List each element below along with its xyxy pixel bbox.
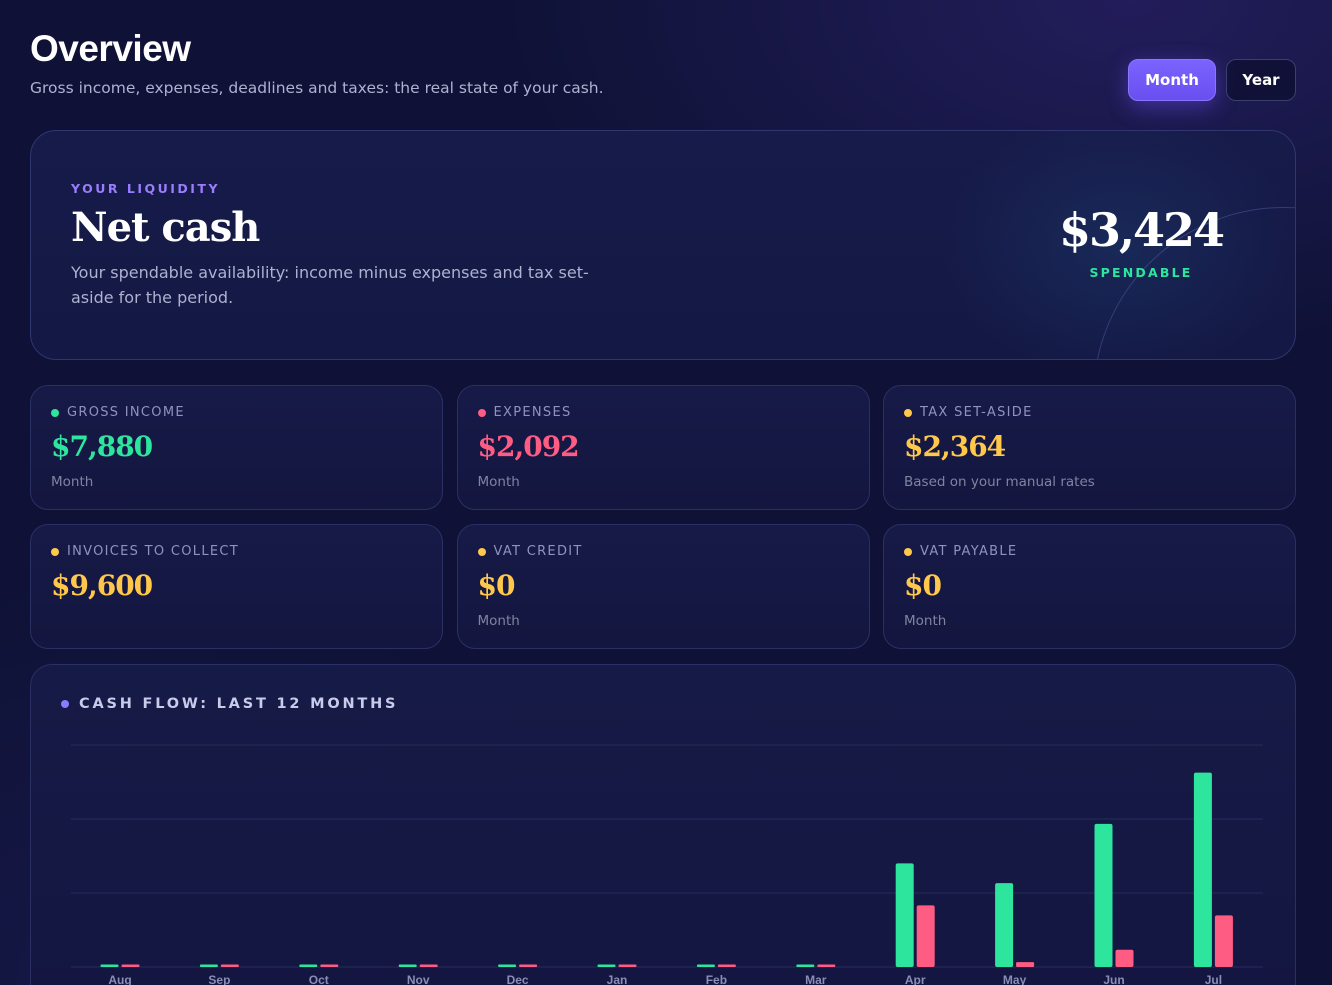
income-bar-mar[interactable]	[796, 964, 815, 968]
stat-label-text: EXPENSES	[493, 405, 572, 420]
income-bar-aug[interactable]	[100, 964, 119, 968]
stat-label: GROSS INCOME	[51, 405, 185, 420]
status-dot-icon	[477, 408, 486, 417]
income-bar-may[interactable]	[995, 883, 1014, 967]
stat-value: $0	[904, 569, 942, 602]
expense-bar-apr[interactable]	[916, 905, 935, 967]
spendable-badge: SPENDABLE	[1089, 265, 1193, 280]
status-dot-icon	[904, 408, 912, 417]
x-tick-label: Jun	[1103, 973, 1124, 985]
chart-title-text: CASH FLOW: LAST 12 MONTHS	[79, 696, 399, 712]
net-cash-amount: $3,424	[1058, 203, 1225, 257]
expense-bar-mar[interactable]	[817, 964, 836, 968]
net-cash-amount-block: $3,424 SPENDABLE	[1059, 199, 1225, 280]
status-dot-icon	[51, 547, 59, 556]
stat-label: TAX SET-ASIDE	[904, 405, 1033, 420]
chart-title: CASH FLOW: LAST 12 MONTHS	[61, 696, 398, 712]
expense-bar-sep[interactable]	[220, 964, 239, 968]
expense-bar-jan[interactable]	[618, 964, 637, 968]
stat-value: $7,880	[51, 430, 153, 463]
income-bar-oct[interactable]	[299, 964, 318, 968]
stat-label: INVOICES TO COLLECT	[51, 544, 239, 559]
stat-note: Based on your manual rates	[904, 474, 1095, 490]
status-dot-icon	[51, 408, 59, 417]
stat-value: $9,600	[51, 569, 153, 602]
period-toggle: Month Year	[1128, 59, 1296, 101]
stat-note: Month	[477, 613, 520, 629]
x-tick-label: Mar	[805, 973, 827, 985]
cash-flow-chart: Aug Sep Oct Nov Dec Jan Feb Mar Apr May Jun Jul	[71, 744, 1263, 985]
expense-bar-may[interactable]	[1016, 962, 1035, 967]
stat-label: EXPENSES	[477, 405, 572, 420]
income-bar-jun[interactable]	[1094, 823, 1113, 967]
hero-title: Net cash	[71, 204, 260, 251]
income-bar-sep[interactable]	[199, 964, 218, 968]
expense-bar-dec[interactable]	[519, 964, 538, 968]
expense-bar-aug[interactable]	[121, 964, 140, 968]
x-tick-label: Jan	[607, 973, 628, 985]
chart-dot-icon	[61, 700, 69, 708]
status-dot-icon	[904, 547, 912, 556]
tax-set-aside-card: TAX SET-ASIDE $2,364 Based on your manua…	[883, 385, 1296, 510]
stat-label-text: GROSS INCOME	[67, 405, 185, 420]
stat-label-text: VAT PAYABLE	[920, 544, 1018, 559]
x-tick-label: Apr	[905, 973, 926, 985]
vat-payable-card: VAT PAYABLE $0 Month	[883, 524, 1296, 649]
gross-income-card: GROSS INCOME $7,880 Month	[30, 385, 443, 510]
income-bar-apr[interactable]	[895, 863, 914, 967]
period-year-button[interactable]: Year	[1226, 59, 1296, 101]
stat-note: Month	[904, 613, 947, 629]
income-bar-nov[interactable]	[398, 964, 417, 968]
x-tick-label: Jul	[1205, 973, 1222, 985]
stat-label-text: INVOICES TO COLLECT	[67, 544, 239, 559]
stat-note: Month	[51, 474, 94, 490]
vat-credit-card: VAT CREDIT $0 Month	[456, 524, 870, 649]
expenses-card: EXPENSES $2,092 Month	[456, 385, 870, 510]
stat-label-text: TAX SET-ASIDE	[920, 405, 1033, 420]
income-bar-jul[interactable]	[1193, 772, 1212, 967]
expense-bar-jun[interactable]	[1115, 949, 1134, 967]
stat-value: $2,364	[904, 430, 1006, 463]
status-dot-icon	[477, 547, 486, 556]
x-tick-label: Dec	[507, 973, 529, 985]
hero-eyebrow: YOUR LIQUIDITY	[71, 181, 221, 196]
x-tick-label: May	[1003, 973, 1027, 985]
invoices-to-collect-card: INVOICES TO COLLECT $9,600	[30, 524, 443, 649]
income-bar-jan[interactable]	[597, 964, 616, 968]
income-bar-dec[interactable]	[498, 964, 517, 968]
x-tick-label: Sep	[208, 973, 230, 985]
period-month-button[interactable]: Month	[1128, 59, 1216, 101]
income-bar-feb[interactable]	[696, 964, 715, 968]
expense-bar-feb[interactable]	[717, 964, 736, 968]
stat-note: Month	[477, 474, 520, 490]
stat-label: VAT PAYABLE	[904, 544, 1017, 559]
x-tick-label: Nov	[407, 973, 430, 985]
x-tick-label: Oct	[309, 973, 329, 985]
hero-description: Your spendable availability: income minu…	[71, 263, 589, 307]
expense-bar-nov[interactable]	[419, 964, 438, 968]
expense-bar-jul[interactable]	[1214, 915, 1233, 967]
stat-label: VAT CREDIT	[477, 544, 583, 559]
page-subtitle: Gross income, expenses, deadlines and ta…	[30, 79, 604, 97]
page-title: Overview	[30, 28, 191, 69]
stat-grid: GROSS INCOME $7,880 Month EXPENSES $2,09…	[30, 385, 1296, 649]
cash-flow-chart-card: CASH FLOW: LAST 12 MONTHS Aug Sep Oct Nov De…	[30, 664, 1296, 985]
stat-value: $0	[477, 569, 516, 602]
x-tick-label: Aug	[108, 973, 131, 985]
stat-value: $2,092	[477, 430, 580, 463]
x-tick-label: Feb	[706, 973, 727, 985]
net-cash-card: YOUR LIQUIDITY Net cash Your spendable a…	[30, 130, 1296, 360]
stat-label-text: VAT CREDIT	[493, 544, 583, 559]
expense-bar-oct[interactable]	[320, 964, 339, 968]
